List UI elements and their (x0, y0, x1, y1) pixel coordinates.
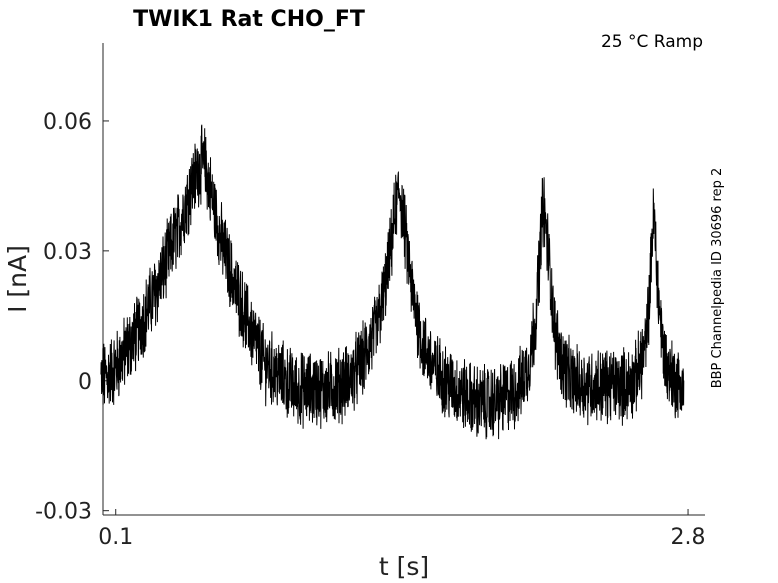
chart-title: TWIK1 Rat CHO_FT (133, 7, 365, 32)
series-line (100, 124, 685, 440)
y-tick-label: 0.03 (43, 240, 92, 265)
x-ticks: 0.1 2.8 (98, 509, 706, 550)
x-tick-label: 0.1 (98, 525, 133, 550)
channelpedia-id-label: BBP Channelpedia ID 30696 rep 2 (710, 168, 725, 389)
y-tick-label: -0.03 (35, 500, 92, 525)
y-axis-label: I [nA] (3, 245, 32, 313)
condition-label: 25 °C Ramp (601, 32, 703, 52)
y-tick-label: 0.06 (43, 110, 92, 135)
series-group (100, 124, 685, 440)
x-tick-label: 2.8 (671, 525, 706, 550)
x-axis-label: t [s] (379, 552, 429, 581)
y-ticks: -0.03 0 0.03 0.06 (35, 110, 109, 525)
y-tick-label: 0 (78, 370, 92, 395)
